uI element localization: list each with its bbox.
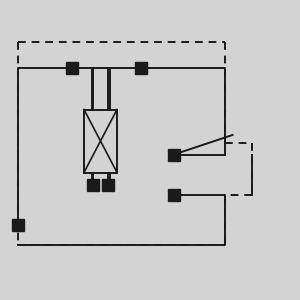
Bar: [87, 178, 99, 190]
Bar: [168, 189, 180, 201]
Bar: [66, 61, 78, 74]
Bar: [102, 178, 114, 190]
Bar: [135, 61, 147, 74]
Bar: [12, 219, 24, 231]
Bar: [84, 110, 117, 172]
Bar: [168, 148, 180, 160]
